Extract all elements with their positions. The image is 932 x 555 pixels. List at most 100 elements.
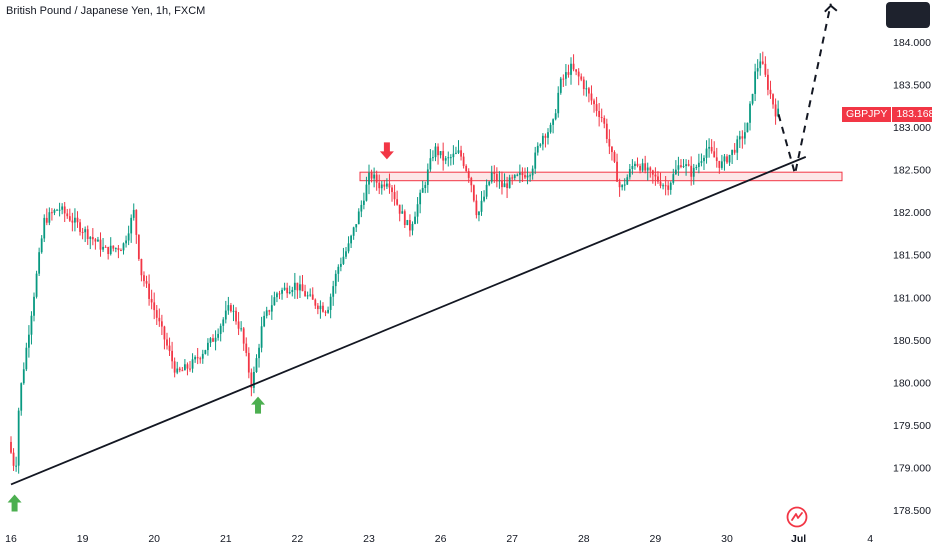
candle-body bbox=[554, 113, 557, 120]
candle-body bbox=[736, 139, 739, 153]
candle-body bbox=[562, 78, 565, 80]
candle-body bbox=[455, 152, 457, 154]
candle-body bbox=[217, 333, 220, 338]
candle-body bbox=[130, 217, 133, 234]
candle-body bbox=[319, 305, 322, 310]
candle-body bbox=[166, 339, 168, 346]
candle-body bbox=[682, 166, 685, 168]
candle-body bbox=[145, 281, 148, 284]
candle-body bbox=[209, 338, 212, 343]
candle-body bbox=[163, 326, 166, 340]
candle-body bbox=[687, 164, 690, 166]
candle-body bbox=[718, 160, 721, 168]
candle-body bbox=[521, 172, 524, 176]
candle-body bbox=[442, 151, 445, 161]
candle-body bbox=[437, 146, 439, 156]
price-tag-value: 183.168 bbox=[892, 107, 932, 122]
candle-body bbox=[544, 135, 547, 138]
candle-body bbox=[649, 167, 652, 171]
candle-body bbox=[421, 188, 424, 193]
candle-body bbox=[761, 61, 764, 64]
candle-body bbox=[549, 124, 552, 133]
candle-body bbox=[391, 187, 393, 193]
candle-body bbox=[150, 298, 153, 303]
candle-body bbox=[56, 209, 58, 211]
candle-body bbox=[457, 150, 460, 153]
candle-body bbox=[137, 234, 140, 259]
candle-body bbox=[572, 63, 575, 70]
candle-body bbox=[388, 183, 391, 188]
chart-menu-button[interactable] bbox=[886, 2, 930, 28]
chart-title: British Pound / Japanese Yen, 1h, FXCM bbox=[6, 5, 206, 17]
candle-body bbox=[705, 148, 708, 158]
candle-body bbox=[488, 181, 491, 185]
candle-body bbox=[536, 145, 539, 153]
candle-body bbox=[475, 200, 478, 216]
candle-body bbox=[631, 166, 634, 170]
tradingview-logo-icon[interactable] bbox=[786, 506, 808, 528]
candle-body bbox=[659, 181, 662, 186]
candle-body bbox=[485, 184, 488, 197]
x-tick-label: 19 bbox=[77, 533, 89, 545]
candle-body bbox=[334, 273, 337, 287]
x-tick-label: 22 bbox=[292, 533, 304, 545]
candle-body bbox=[478, 211, 480, 216]
candle-body bbox=[240, 328, 243, 330]
candle-body bbox=[414, 216, 416, 224]
candle-body bbox=[767, 74, 769, 90]
candle-body bbox=[178, 368, 181, 371]
candle-body bbox=[728, 154, 731, 163]
candle-body bbox=[777, 108, 780, 117]
x-tick-label: 28 bbox=[578, 533, 590, 545]
candle-body bbox=[316, 305, 319, 310]
candle-body bbox=[322, 305, 324, 312]
candle-body bbox=[467, 171, 470, 178]
candle-body bbox=[506, 183, 508, 189]
candle-body bbox=[447, 157, 450, 159]
candle-body bbox=[386, 183, 388, 187]
candle-body bbox=[498, 180, 501, 182]
candle-body bbox=[470, 177, 473, 186]
candle-body bbox=[222, 319, 225, 326]
candle-body bbox=[526, 175, 529, 178]
candle-body bbox=[350, 235, 352, 244]
y-tick-label: 180.500 bbox=[893, 335, 931, 347]
candle-body bbox=[744, 132, 746, 139]
candle-body bbox=[140, 258, 143, 276]
candle-body bbox=[40, 238, 43, 253]
candle-body bbox=[513, 175, 516, 178]
candle-body bbox=[641, 163, 644, 171]
candle-body bbox=[176, 368, 179, 373]
projection-path[interactable] bbox=[777, 3, 832, 175]
candle-body bbox=[270, 305, 273, 312]
y-tick-label: 180.000 bbox=[893, 377, 931, 389]
candle-body bbox=[339, 263, 342, 267]
x-tick-label: 21 bbox=[220, 533, 232, 545]
candle-body bbox=[541, 135, 544, 145]
candle-body bbox=[516, 174, 519, 176]
candle-body bbox=[524, 175, 526, 178]
y-tick-label: 178.500 bbox=[893, 505, 931, 517]
candle-body bbox=[375, 174, 378, 183]
candle-body bbox=[196, 357, 199, 359]
candle-body bbox=[593, 100, 595, 105]
candle-body bbox=[559, 78, 562, 93]
candle-body bbox=[22, 369, 25, 384]
candle-body bbox=[772, 94, 774, 105]
candle-body bbox=[10, 441, 12, 453]
x-tick-label: 20 bbox=[148, 533, 160, 545]
trendline[interactable] bbox=[10, 156, 807, 486]
candle-body bbox=[114, 248, 117, 250]
current-price-tag: GBPJPY 183.168 bbox=[842, 107, 932, 122]
candle-body bbox=[74, 217, 76, 223]
candle-body bbox=[580, 76, 583, 80]
candle-body bbox=[616, 161, 618, 182]
candle-body bbox=[311, 294, 314, 300]
candle-body bbox=[224, 310, 227, 320]
candle-body bbox=[117, 248, 120, 251]
candle-body bbox=[751, 93, 754, 104]
candle-body bbox=[695, 167, 698, 169]
arrow-up-marker bbox=[251, 396, 266, 414]
